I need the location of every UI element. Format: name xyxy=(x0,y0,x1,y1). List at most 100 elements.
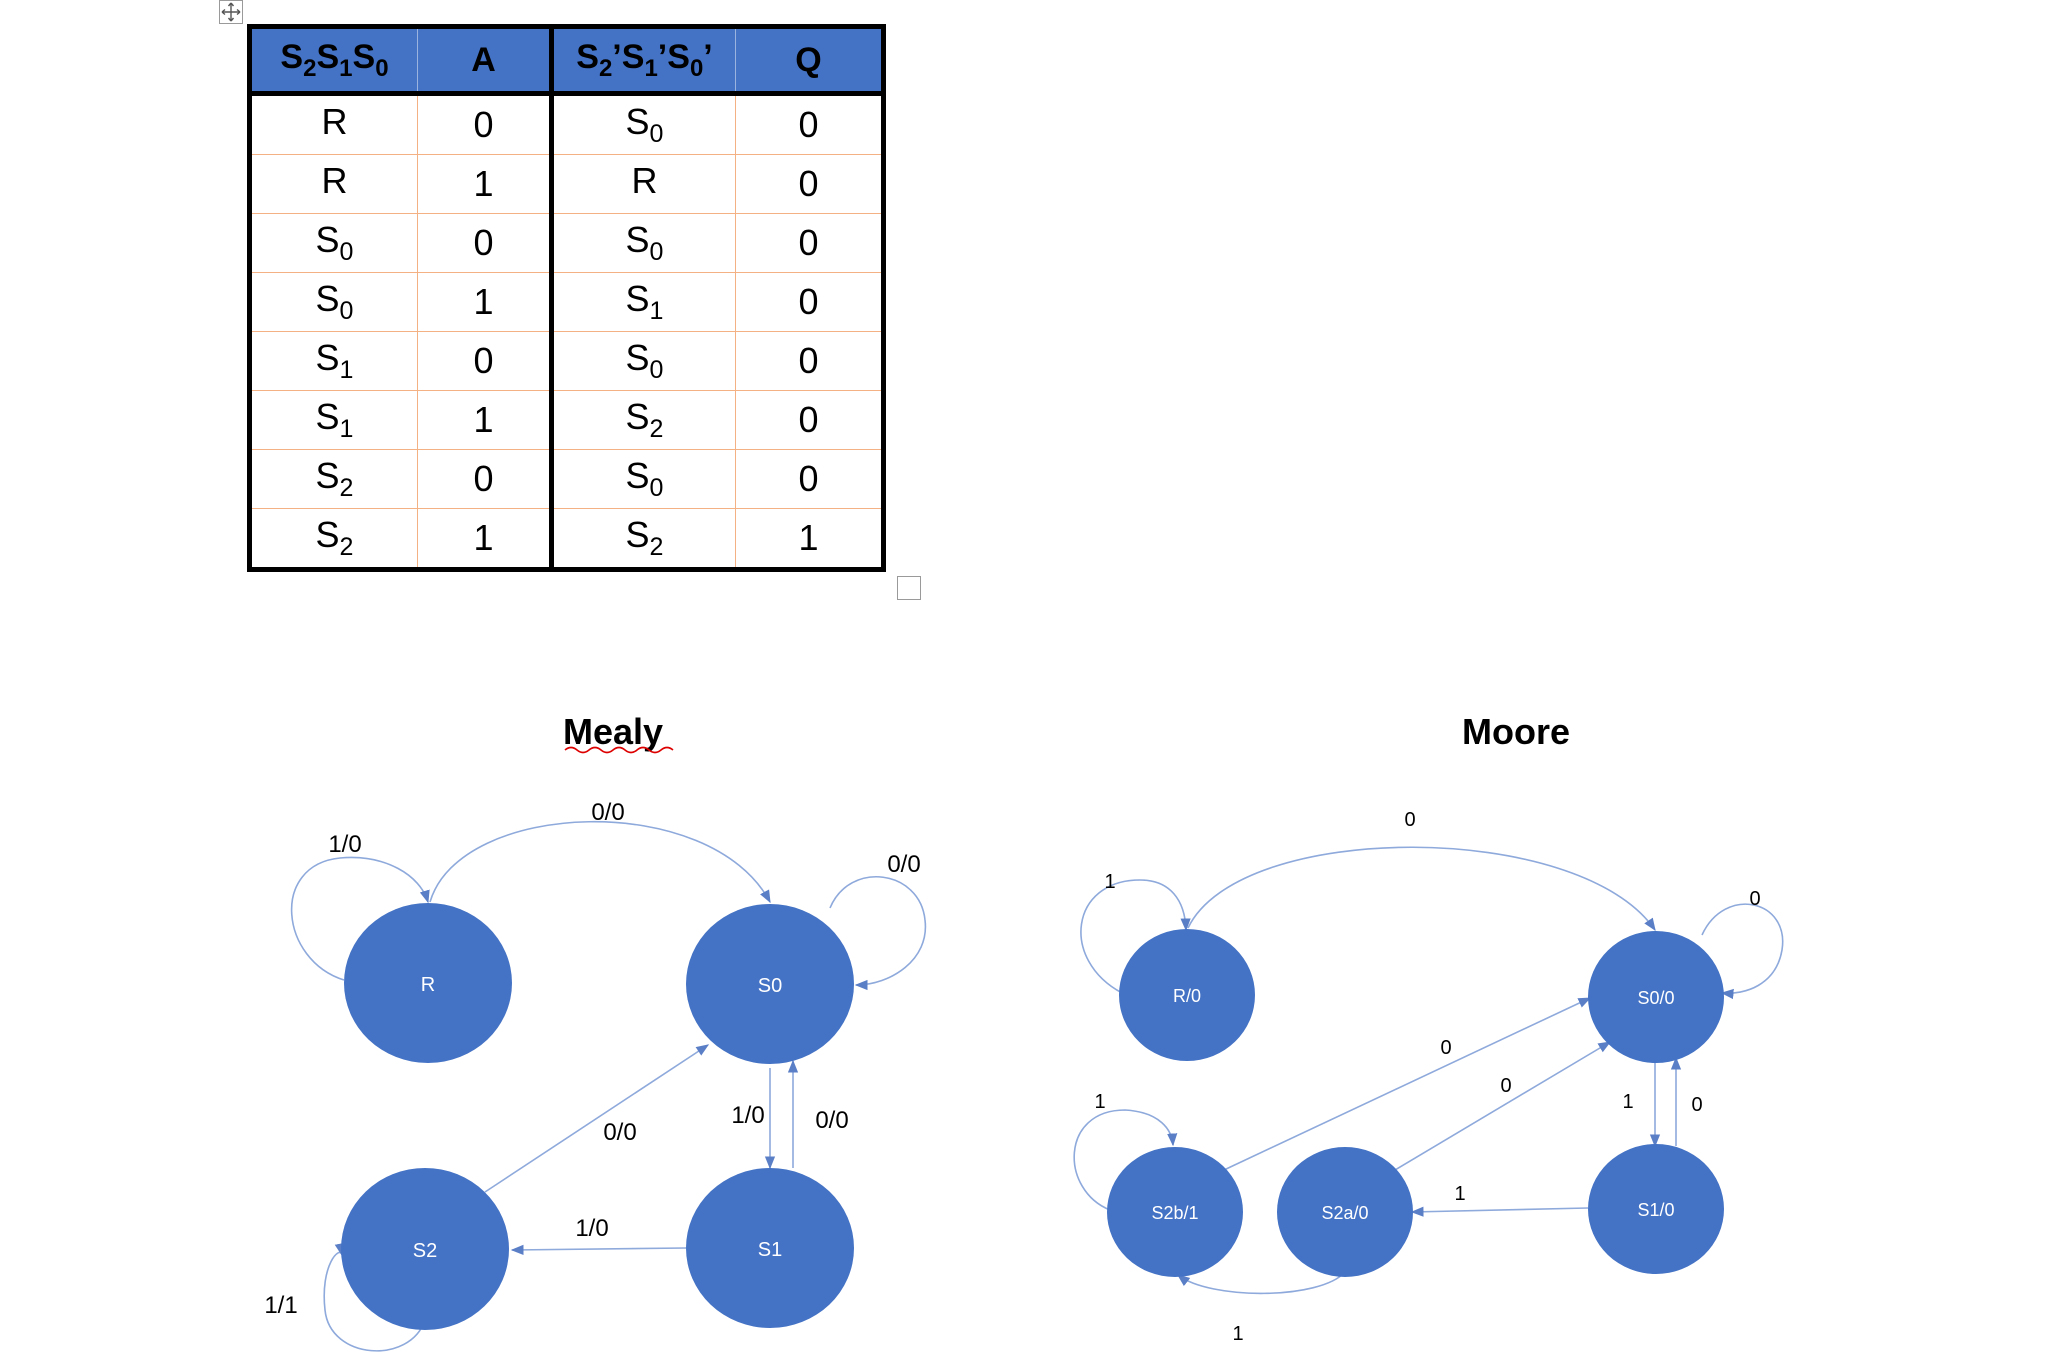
cell-input: 1 xyxy=(417,508,554,570)
cell-output: 0 xyxy=(735,449,884,509)
mealy-edge-r-self xyxy=(290,856,430,981)
mealy-edge-s1-s2 xyxy=(510,1244,687,1255)
mealy-label-s0-s1: 1/0 xyxy=(731,1102,764,1129)
moore-label-s0-s1: 1 xyxy=(1622,1091,1633,1113)
header-next-state: S2’S1’S0’ xyxy=(551,26,736,96)
cell-next-state: S0 xyxy=(551,93,736,155)
table-row: R 0 S0 0 xyxy=(249,93,884,155)
state-table: S2S1S0 A S2’S1’S0’ Q R 0 S0 0 R 1 R 0 S0 0 S0 0 S0 1 S… xyxy=(247,24,886,572)
mealy-label-s1-s0: 0/0 xyxy=(815,1107,848,1134)
moore-state-s0: S0/0 xyxy=(1588,931,1724,1063)
moore-label-s0-self: 0 xyxy=(1749,888,1760,910)
cell-current-state: S0 xyxy=(249,272,418,332)
mealy-edge-s2-s0 xyxy=(484,1044,710,1193)
cell-input: 0 xyxy=(417,93,554,155)
mealy-title: Mealy xyxy=(563,711,663,752)
mealy-diagram: Mealy R S0 S2 S1 1/0 xyxy=(264,711,927,1352)
mealy-state-s0: S0 xyxy=(686,904,854,1064)
mealy-state-s1: S1 xyxy=(686,1168,854,1328)
cell-output: 0 xyxy=(735,93,884,155)
moore-edge-r-s0 xyxy=(1187,846,1656,932)
table-row: S0 0 S0 0 xyxy=(249,213,884,273)
cell-output: 0 xyxy=(735,272,884,332)
cell-output: 0 xyxy=(735,213,884,273)
table-row: S2 0 S0 0 xyxy=(249,449,884,509)
cell-next-state: S2 xyxy=(551,508,736,570)
mealy-state-r-label: R xyxy=(421,974,435,996)
moore-state-r: R/0 xyxy=(1119,929,1255,1061)
moore-edge-s2a-s0 xyxy=(1394,1041,1612,1171)
moore-edge-r-self xyxy=(1080,879,1191,994)
header-current-state: S2S1S0 xyxy=(249,26,418,96)
moore-edge-s2b-self xyxy=(1073,1109,1178,1211)
cell-current-state: R xyxy=(249,154,418,214)
cell-output: 1 xyxy=(735,508,884,570)
mealy-edge-r-s0 xyxy=(429,820,771,904)
mealy-state-s0-label: S0 xyxy=(758,975,782,997)
cell-next-state: S0 xyxy=(551,213,736,273)
moore-label-s1-s2a: 1 xyxy=(1454,1183,1465,1205)
moore-label-r-s0: 0 xyxy=(1404,809,1415,831)
cell-input: 1 xyxy=(417,154,554,214)
mealy-state-s1-label: S1 xyxy=(758,1239,782,1261)
mealy-state-s2: S2 xyxy=(341,1168,509,1330)
mealy-state-s2-label: S2 xyxy=(413,1240,437,1262)
cell-output: 0 xyxy=(735,331,884,391)
moore-state-s2a-label: S2a/0 xyxy=(1321,1203,1368,1223)
cell-current-state: S2 xyxy=(249,508,418,570)
table-resize-handle[interactable] xyxy=(897,576,921,600)
cell-next-state: S2 xyxy=(551,390,736,450)
cell-next-state: S1 xyxy=(551,272,736,332)
moore-state-r-label: R/0 xyxy=(1173,986,1201,1006)
table-header-row: S2S1S0 A S2’S1’S0’ Q xyxy=(249,26,884,96)
cell-current-state: R xyxy=(249,93,418,155)
mealy-label-s2-s0: 0/0 xyxy=(603,1119,636,1146)
cell-current-state: S2 xyxy=(249,449,418,509)
moore-state-s2b-label: S2b/1 xyxy=(1151,1203,1198,1223)
table-move-handle-icon[interactable] xyxy=(219,0,243,24)
table-row: S1 0 S0 0 xyxy=(249,331,884,391)
moore-state-s2a: S2a/0 xyxy=(1277,1147,1413,1277)
cell-current-state: S1 xyxy=(249,390,418,450)
cell-output: 0 xyxy=(735,390,884,450)
cell-next-state: R xyxy=(551,154,736,214)
mealy-state-r: R xyxy=(344,903,512,1063)
moore-label-s2a-s2b: 1 xyxy=(1232,1323,1243,1345)
moore-edge-s0-self xyxy=(1701,903,1784,1000)
cell-input: 0 xyxy=(417,449,554,509)
moore-label-s2b-self: 1 xyxy=(1094,1091,1105,1113)
cell-input: 0 xyxy=(417,213,554,273)
moore-label-s1-s0: 0 xyxy=(1691,1094,1702,1116)
mealy-label-s1-s2: 1/0 xyxy=(575,1215,608,1242)
cell-next-state: S0 xyxy=(551,331,736,391)
mealy-label-r-self: 1/0 xyxy=(328,831,361,858)
cell-current-state: S0 xyxy=(249,213,418,273)
header-output: Q xyxy=(735,26,884,96)
moore-state-s1: S1/0 xyxy=(1588,1144,1724,1274)
header-input: A xyxy=(417,26,554,96)
mealy-label-r-s0: 0/0 xyxy=(591,799,624,826)
cell-next-state: S0 xyxy=(551,449,736,509)
table-row: S0 1 S1 0 xyxy=(249,272,884,332)
moore-state-s1-label: S1/0 xyxy=(1637,1200,1674,1220)
moore-diagram: Moore R/0 S0/0 S2b/1 S2a/0 xyxy=(1073,711,1784,1345)
moore-title: Moore xyxy=(1462,711,1570,752)
moore-label-r-self: 1 xyxy=(1104,871,1115,893)
spellcheck-underline xyxy=(564,746,674,754)
moore-label-s2b-s0: 0 xyxy=(1440,1037,1451,1059)
moore-edge-s2b-s0 xyxy=(1223,997,1592,1171)
cell-input: 1 xyxy=(417,390,554,450)
moore-state-s2b: S2b/1 xyxy=(1107,1147,1243,1277)
table-row: S2 1 S2 1 xyxy=(249,508,884,570)
moore-edge-s1-s2a xyxy=(1410,1206,1589,1217)
cell-output: 0 xyxy=(735,154,884,214)
moore-edge-s2a-s2b xyxy=(1176,1271,1346,1295)
mealy-label-s0-self: 0/0 xyxy=(887,851,920,878)
mealy-edge-s2-self xyxy=(323,1242,426,1352)
cell-current-state: S1 xyxy=(249,331,418,391)
table-row: S1 1 S2 0 xyxy=(249,390,884,450)
moore-state-s0-label: S0/0 xyxy=(1637,988,1674,1008)
mealy-edge-s0-self xyxy=(829,876,927,991)
